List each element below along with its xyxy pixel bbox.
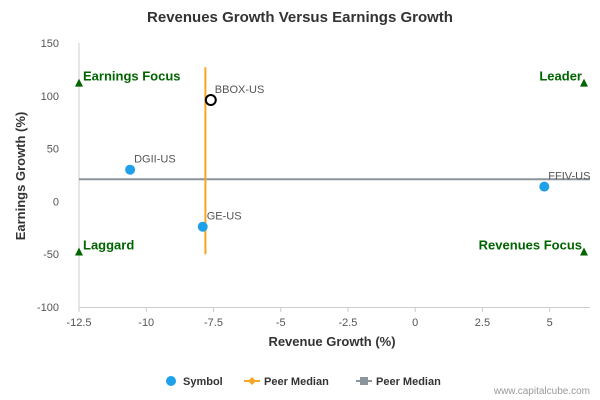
data-point-label: FFIV-US — [548, 171, 590, 183]
y-axis-label: Earnings Growth (%) — [13, 112, 28, 241]
y-tick-label: -100 — [37, 302, 59, 314]
y-tick-label: 0 — [53, 196, 59, 208]
quadrant-triangle-icon — [580, 247, 588, 256]
quadrant-laggard: Laggard — [83, 238, 134, 253]
legend: Symbol Peer Median Peer Median — [166, 376, 441, 388]
y-tick-label: 150 — [41, 38, 59, 50]
legend-label: Peer Median — [376, 376, 441, 388]
data-point[interactable] — [539, 181, 550, 192]
legend-label: Peer Median — [264, 376, 329, 388]
x-tick-label: -2.5 — [338, 317, 357, 329]
y-axis-ticks: -100 -50 0 50 100 150 — [37, 38, 59, 314]
plot-area — [78, 43, 590, 308]
quadrant-earnings-focus: Earnings Focus — [83, 69, 181, 84]
y-tick-label: -50 — [43, 249, 59, 261]
y-tick-label: 50 — [47, 144, 59, 156]
legend-symbol-icon — [166, 376, 176, 386]
y-tick-label: 100 — [41, 91, 59, 103]
x-tick-label: -12.5 — [66, 317, 91, 329]
x-axis-label: Revenue Growth (%) — [268, 334, 395, 349]
data-point-label: DGII-US — [134, 154, 176, 166]
data-point[interactable] — [197, 221, 208, 232]
x-tick-label: 5 — [547, 317, 553, 329]
data-point-label: BBOX-US — [215, 84, 265, 96]
legend-square-icon — [360, 377, 368, 385]
quadrant-triangle-icon — [580, 78, 588, 87]
chart-title: Revenues Growth Versus Earnings Growth — [147, 9, 453, 26]
data-point-label: GE-US — [207, 211, 242, 223]
x-tick-label: 2.5 — [475, 317, 490, 329]
quadrant-triangle-icon — [75, 247, 83, 256]
quadrant-labels: Earnings Focus Leader Laggard Revenues Focu… — [75, 69, 588, 256]
quadrant-leader: Leader — [539, 69, 582, 84]
source-credit: www.capitalcube.com — [493, 386, 590, 397]
quadrant-revenues-focus: Revenues Focus — [479, 238, 582, 253]
legend-label: Symbol — [183, 376, 223, 388]
data-point[interactable] — [125, 164, 136, 175]
data-point-highlight[interactable] — [204, 94, 217, 107]
data-points: BBOX-US DGII-US GE-US FFIV-US — [125, 84, 590, 232]
x-tick-label: -10 — [138, 317, 154, 329]
x-axis-ticks: -12.5 -10 -7.5 -5 -2.5 0 2.5 5 — [66, 307, 553, 329]
x-tick-label: -5 — [276, 317, 286, 329]
legend-diamond-icon — [248, 377, 256, 385]
quadrant-triangle-icon — [75, 78, 83, 87]
x-tick-label: -7.5 — [204, 317, 223, 329]
x-tick-label: 0 — [412, 317, 418, 329]
